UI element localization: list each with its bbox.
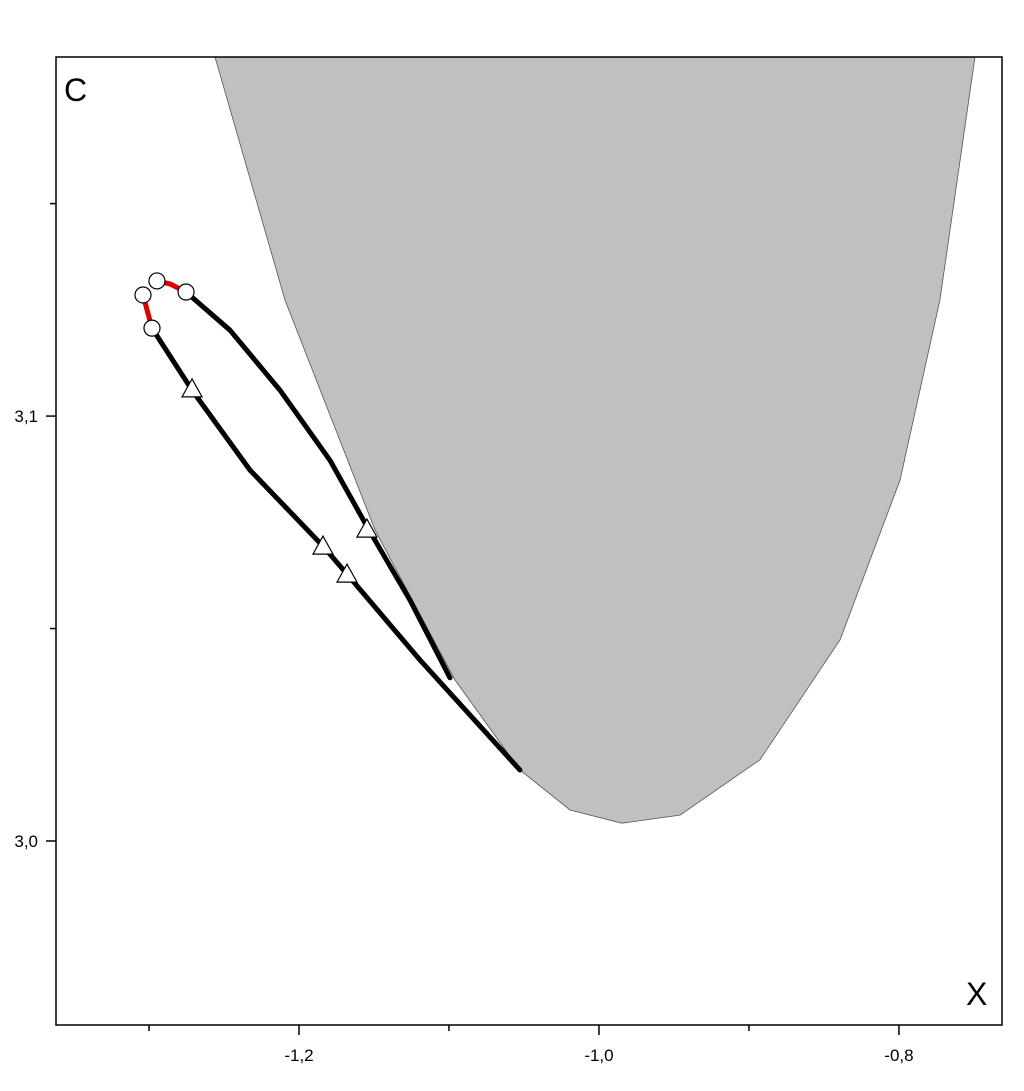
- plot-area: [134, 57, 976, 824]
- triangle-marker: [181, 377, 204, 398]
- shaded-region: [214, 57, 976, 824]
- circle-marker: [134, 286, 152, 304]
- panel-label: C: [64, 72, 87, 108]
- y-tick-label: 3,0: [14, 832, 38, 851]
- circle-marker: [143, 319, 161, 337]
- x-tick-label: -0,8: [884, 1046, 913, 1065]
- circle-marker: [148, 272, 166, 290]
- x-tick-label: -1,0: [584, 1046, 613, 1065]
- circle-marker: [177, 283, 195, 301]
- y-tick-label: 3,1: [14, 407, 38, 426]
- triangle-marker: [311, 534, 335, 555]
- curve: [183, 289, 453, 681]
- triangle-marker: [355, 517, 378, 538]
- plot-frame: [55, 56, 1003, 1026]
- axis-label: X: [966, 976, 987, 1012]
- x-tick-label: -1,2: [284, 1046, 313, 1065]
- triangle-marker: [335, 562, 359, 583]
